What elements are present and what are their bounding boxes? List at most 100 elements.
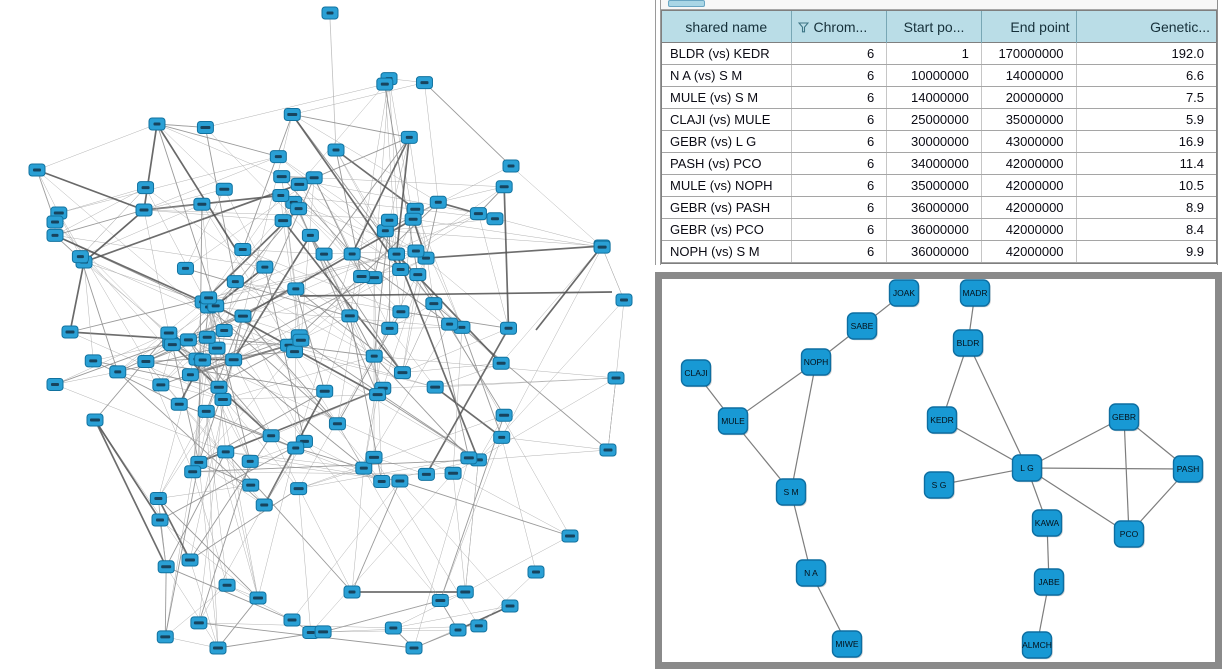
network-node[interactable] bbox=[380, 213, 398, 227]
table-row[interactable]: MULE (vs) S M 6 14000000 20000000 7.5 bbox=[662, 87, 1216, 109]
network-node[interactable] bbox=[241, 454, 259, 468]
table-row[interactable]: BLDR (vs) KEDR 6 1 170000000 192.0 bbox=[662, 43, 1216, 65]
network-node[interactable] bbox=[225, 353, 243, 367]
network-node[interactable] bbox=[290, 482, 308, 496]
network-node[interactable] bbox=[415, 76, 433, 90]
network-node[interactable] bbox=[135, 203, 153, 217]
network-node[interactable] bbox=[197, 404, 215, 418]
network-node[interactable] bbox=[341, 309, 359, 323]
network-node[interactable] bbox=[486, 212, 504, 226]
network-node[interactable] bbox=[404, 212, 422, 226]
network-node[interactable] bbox=[343, 585, 361, 599]
network-node[interactable] bbox=[234, 309, 252, 323]
network-node[interactable] bbox=[369, 388, 387, 402]
network-node[interactable] bbox=[607, 371, 625, 385]
table-row[interactable]: CLAJI (vs) MULE 6 25000000 35000000 5.9 bbox=[662, 109, 1216, 131]
network-node[interactable] bbox=[209, 641, 227, 655]
network-node[interactable] bbox=[365, 450, 383, 464]
network-node[interactable] bbox=[198, 330, 216, 344]
table-row[interactable]: MULE (vs) NOPH 6 35000000 42000000 10.5 bbox=[662, 175, 1216, 197]
network-node[interactable] bbox=[392, 262, 410, 276]
network-node[interactable] bbox=[196, 120, 214, 134]
table-row[interactable]: GEBR (vs) PCO 6 36000000 42000000 8.4 bbox=[662, 219, 1216, 241]
network-node[interactable] bbox=[46, 215, 64, 229]
table-row[interactable]: GEBR (vs) L G 6 30000000 43000000 16.9 bbox=[662, 131, 1216, 153]
network-node[interactable] bbox=[137, 181, 155, 195]
network-node[interactable] bbox=[470, 619, 488, 633]
network-node[interactable] bbox=[355, 461, 373, 475]
node-PASH[interactable]: PASH bbox=[1172, 455, 1204, 484]
network-node[interactable] bbox=[328, 417, 346, 431]
network-node[interactable] bbox=[384, 621, 402, 635]
network-node[interactable] bbox=[86, 413, 104, 427]
network-node[interactable] bbox=[137, 355, 155, 369]
network-node[interactable] bbox=[292, 333, 310, 347]
network-node[interactable] bbox=[256, 260, 274, 274]
network-node[interactable] bbox=[495, 180, 513, 194]
network-node[interactable] bbox=[527, 565, 545, 579]
network-node[interactable] bbox=[28, 163, 46, 177]
network-node[interactable] bbox=[46, 228, 64, 242]
node-JOAK[interactable]: JOAK bbox=[888, 279, 920, 308]
network-node[interactable] bbox=[301, 228, 319, 242]
network-node[interactable] bbox=[210, 380, 228, 394]
network-node[interactable] bbox=[218, 578, 236, 592]
column-header-shared-name[interactable]: shared name bbox=[662, 11, 792, 43]
network-node[interactable] bbox=[283, 107, 301, 121]
network-node[interactable] bbox=[444, 466, 462, 480]
network-node[interactable] bbox=[274, 214, 292, 228]
network-node[interactable] bbox=[226, 275, 244, 289]
network-node[interactable] bbox=[163, 338, 181, 352]
network-node[interactable] bbox=[431, 594, 449, 608]
network-node[interactable] bbox=[417, 467, 435, 481]
table-row[interactable]: NOPH (vs) S M 6 36000000 42000000 9.9 bbox=[662, 241, 1216, 263]
network-node[interactable] bbox=[190, 616, 208, 630]
network-node[interactable] bbox=[495, 408, 513, 422]
network-node[interactable] bbox=[242, 478, 260, 492]
network-node[interactable] bbox=[305, 171, 323, 185]
node-JABE[interactable]: JABE bbox=[1033, 568, 1065, 597]
column-header-genetic-distance[interactable]: Genetic... bbox=[1077, 11, 1216, 43]
table-scrollbar-thumb[interactable] bbox=[668, 0, 705, 7]
network-node[interactable] bbox=[184, 465, 202, 479]
network-node[interactable] bbox=[316, 384, 334, 398]
node-GEBR[interactable]: GEBR bbox=[1108, 403, 1140, 432]
network-node[interactable] bbox=[425, 297, 443, 311]
network-node[interactable] bbox=[593, 240, 611, 254]
network-node[interactable] bbox=[376, 77, 394, 91]
network-node[interactable] bbox=[400, 130, 418, 144]
network-node[interactable] bbox=[502, 159, 520, 173]
network-node[interactable] bbox=[287, 441, 305, 455]
network-node[interactable] bbox=[449, 623, 467, 637]
network-node[interactable] bbox=[460, 451, 478, 465]
network-node[interactable] bbox=[599, 443, 617, 457]
subnetwork-canvas[interactable]: JOAK SABE MADR BLDR NOPH CLAJI MULE KEDR GEBR L G… bbox=[662, 279, 1215, 662]
network-node[interactable] bbox=[388, 247, 406, 261]
network-node[interactable] bbox=[405, 641, 423, 655]
node-KEDR[interactable]: KEDR bbox=[926, 406, 958, 435]
node-NA[interactable]: N A bbox=[795, 559, 827, 588]
column-header-chromosome[interactable]: Chrom... bbox=[792, 11, 888, 43]
network-node[interactable] bbox=[157, 560, 175, 574]
network-node[interactable] bbox=[441, 317, 459, 331]
node-SABE[interactable]: SABE bbox=[846, 312, 878, 341]
network-node[interactable] bbox=[269, 150, 287, 164]
network-node[interactable] bbox=[208, 341, 226, 355]
network-node[interactable] bbox=[215, 182, 233, 196]
network-node[interactable] bbox=[409, 268, 427, 282]
network-node[interactable] bbox=[179, 333, 197, 347]
node-KAWA[interactable]: KAWA bbox=[1031, 509, 1063, 538]
node-SG[interactable]: S G bbox=[923, 471, 955, 500]
network-node[interactable] bbox=[290, 202, 308, 216]
network-node[interactable] bbox=[393, 366, 411, 380]
network-node[interactable] bbox=[365, 349, 383, 363]
network-node[interactable] bbox=[255, 498, 273, 512]
network-node[interactable] bbox=[426, 380, 444, 394]
network-node[interactable] bbox=[429, 195, 447, 209]
network-node[interactable] bbox=[493, 430, 511, 444]
network-node[interactable] bbox=[290, 177, 308, 191]
table-scrollbar-track[interactable] bbox=[661, 0, 1217, 10]
table-row[interactable]: N A (vs) S M 6 10000000 14000000 6.6 bbox=[662, 65, 1216, 87]
network-node[interactable] bbox=[501, 599, 519, 613]
table-row[interactable]: PASH (vs) PCO 6 34000000 42000000 11.4 bbox=[662, 153, 1216, 175]
